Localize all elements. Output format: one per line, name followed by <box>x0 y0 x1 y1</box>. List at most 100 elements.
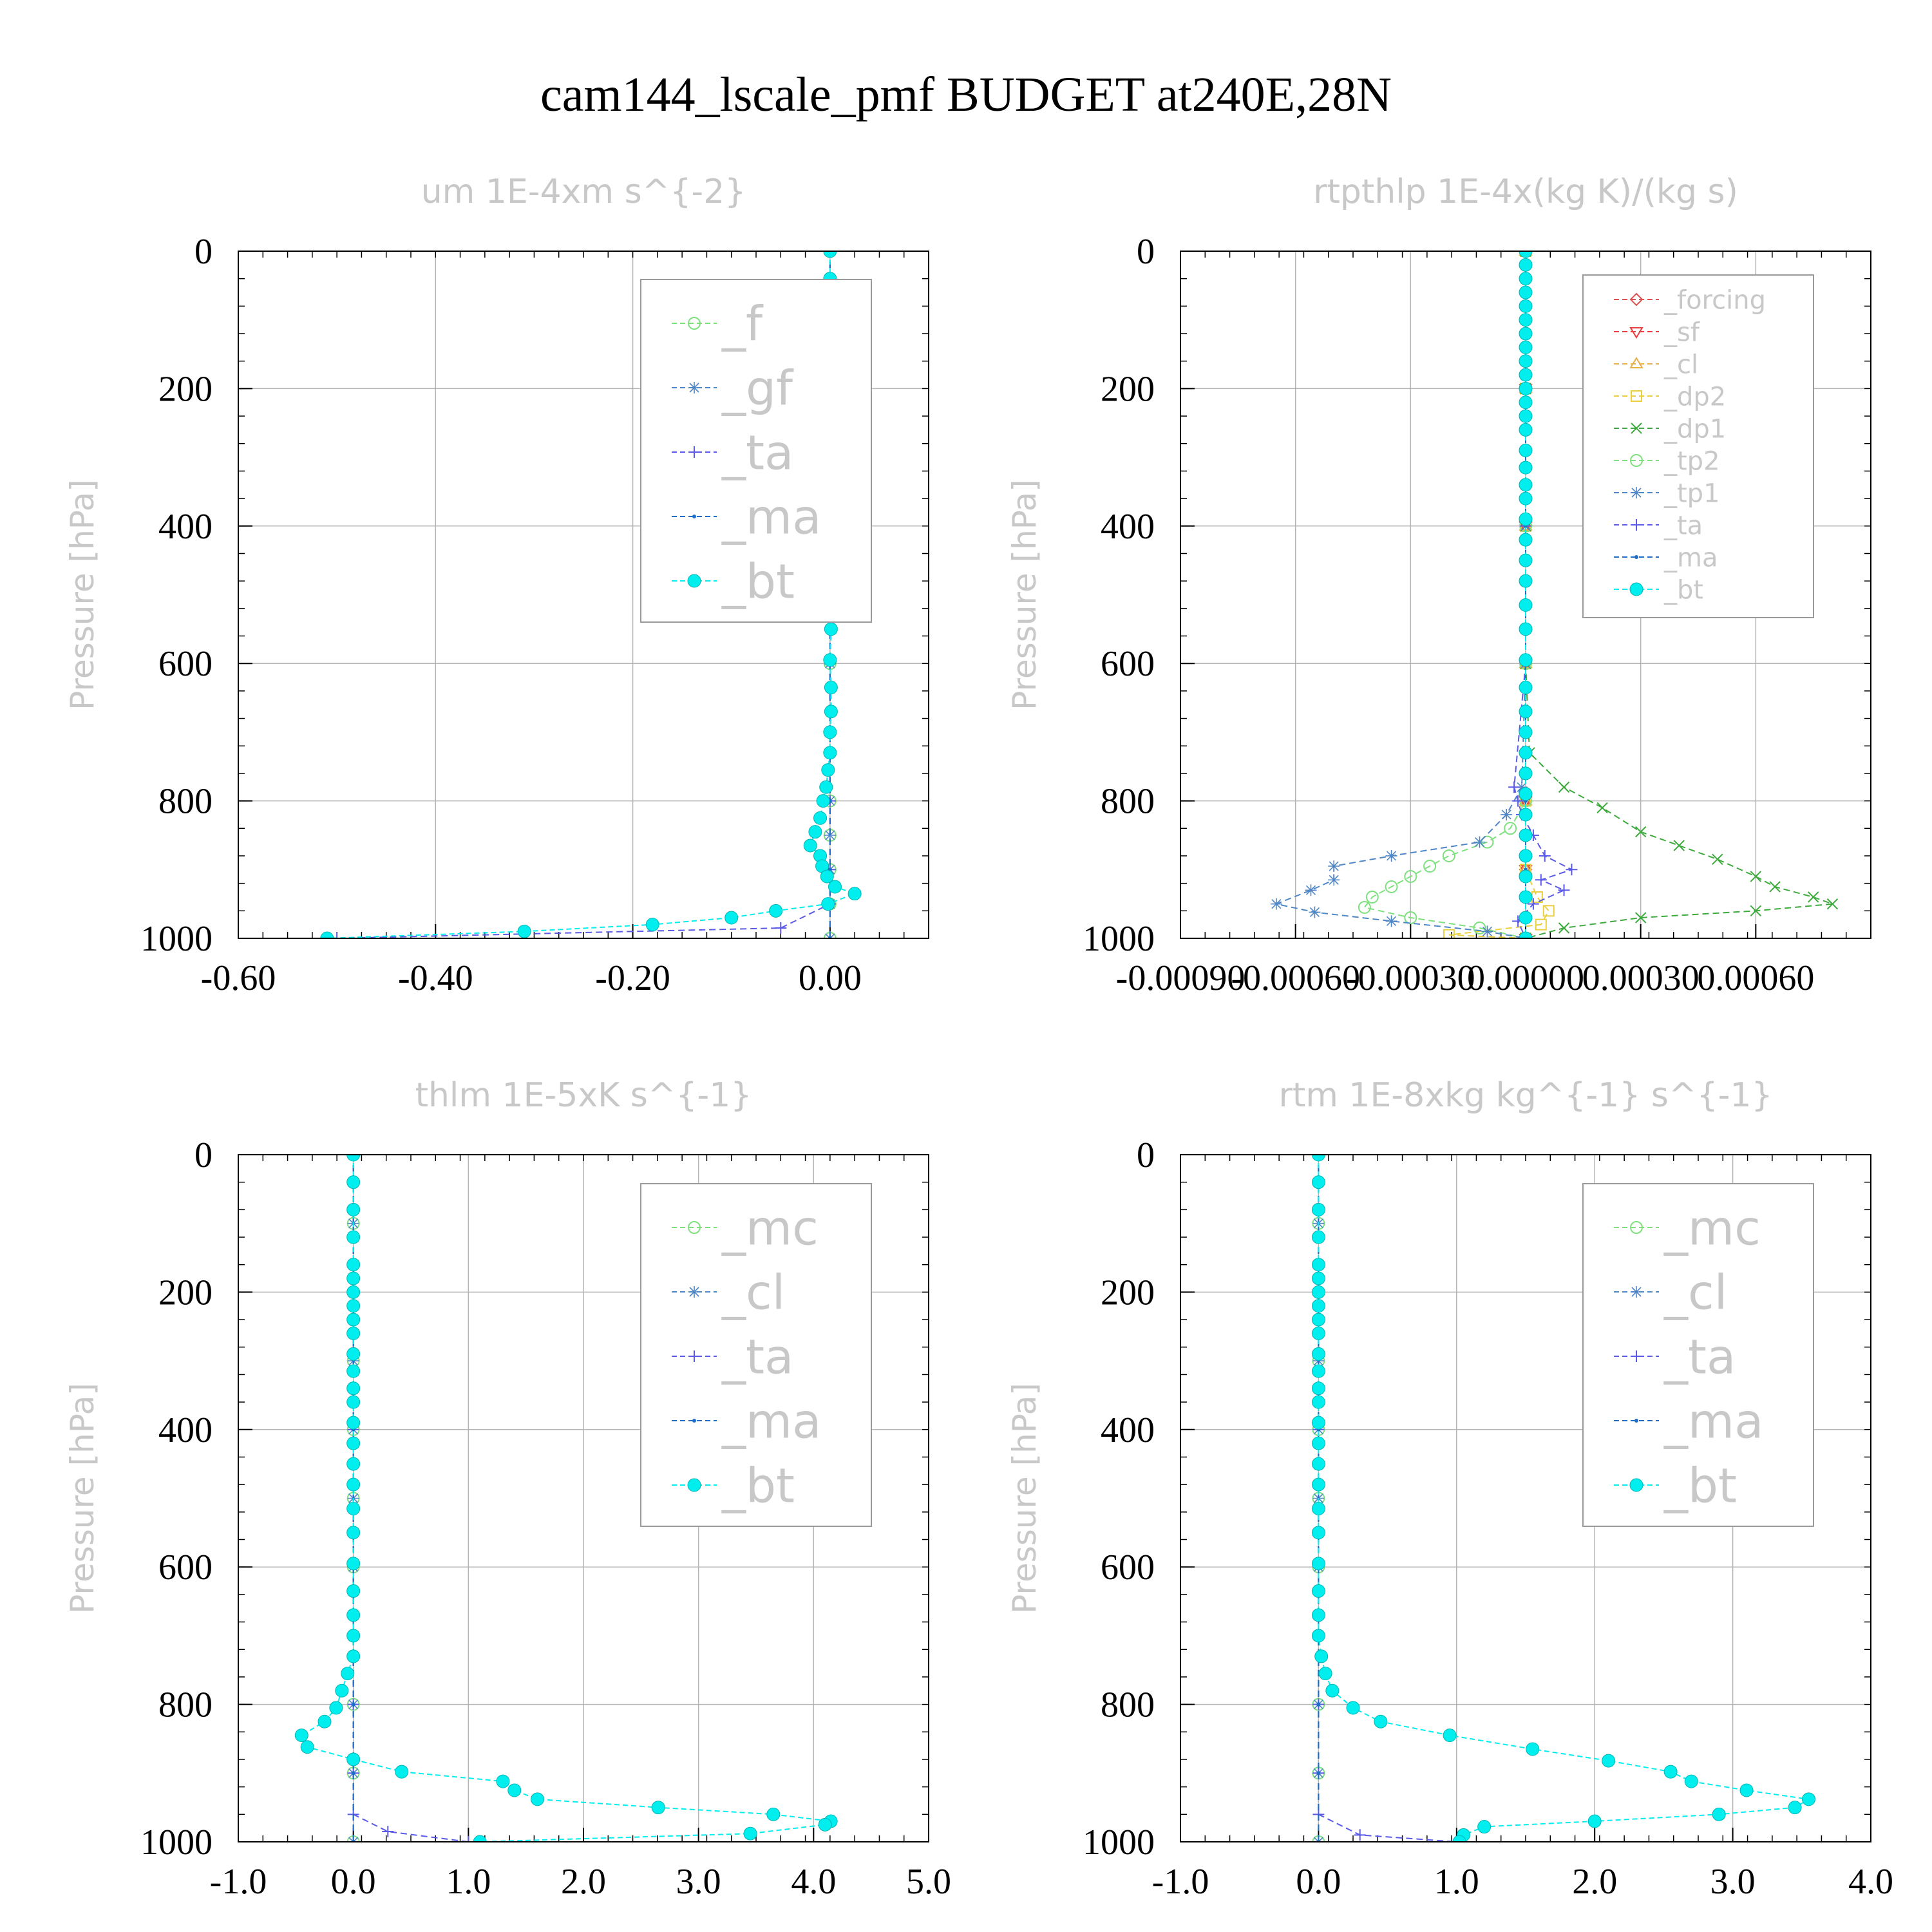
data-point <box>1311 1299 1325 1313</box>
data-point <box>346 1526 361 1540</box>
data-point <box>645 918 659 932</box>
legend-marker <box>1631 422 1642 434</box>
x-tick-label: 5.0 <box>906 1862 951 1902</box>
legend-label: _ma <box>721 1394 821 1450</box>
legend-box <box>1582 1183 1814 1527</box>
x-tick-label: -0.20 <box>595 958 670 998</box>
x-tick-label: -0.40 <box>398 958 473 998</box>
legend-item: _ma <box>672 490 821 545</box>
x-tick-label: 2.0 <box>561 1862 606 1902</box>
panel-1: um 1E-4xm s^{-2} Pressure [hPa] 0 200 400 600… <box>64 173 929 998</box>
data-point <box>1788 1801 1802 1815</box>
legend-item: _tp2 <box>1614 446 1720 476</box>
data-point <box>1519 258 1533 272</box>
y-tick-label: 200 <box>1101 369 1155 409</box>
y-tick-label: 200 <box>158 1273 213 1312</box>
data-point <box>1527 898 1539 910</box>
minor-ticks <box>1180 251 1871 939</box>
legend-marker <box>1630 454 1643 467</box>
data-point <box>1311 1230 1325 1244</box>
series-ta <box>1312 1155 1463 1842</box>
legend: _mc _cl _ta _ma _bt <box>640 1183 872 1527</box>
legend-box <box>640 1183 872 1527</box>
data-point <box>1566 864 1578 876</box>
data-point <box>346 1416 361 1430</box>
data-point <box>346 1584 361 1598</box>
data-point <box>320 931 334 938</box>
data-point <box>1311 1285 1325 1299</box>
legend-item: _mc <box>672 1201 819 1256</box>
data-point <box>823 653 837 667</box>
x-tick-label: -1.0 <box>1152 1862 1209 1902</box>
plot-frame <box>238 1154 929 1842</box>
panel-4: rtm 1E-8xkg kg^{-1} s^{-1} Pressure [hPa]… <box>1006 1076 1893 1902</box>
data-point <box>1477 1820 1492 1834</box>
data-point <box>821 763 835 777</box>
data-point <box>808 825 822 839</box>
legend-marker <box>1629 327 1643 339</box>
data-point <box>1311 1608 1325 1622</box>
legend-marker <box>1629 292 1643 307</box>
data-point <box>300 1740 314 1754</box>
data-point <box>1519 681 1533 695</box>
data-point <box>346 1395 361 1409</box>
data-point <box>1473 921 1486 934</box>
legend-item: _ta <box>1614 1330 1736 1385</box>
legend-item: _ta <box>672 1330 793 1385</box>
data-point <box>1739 1783 1754 1797</box>
x-tick-label: 0.0 <box>1296 1862 1341 1902</box>
data-point <box>1519 705 1533 719</box>
data-point <box>1311 1258 1325 1272</box>
data-point <box>1558 781 1570 793</box>
data-point <box>346 1155 361 1162</box>
data-point <box>766 1807 781 1821</box>
data-point <box>823 251 837 258</box>
legend: _forcing_sf _cl _dp2_dp1_tp2_tp1 _ta _ma_bt <box>1582 274 1814 618</box>
data-point <box>346 1202 361 1217</box>
data-point <box>828 880 842 894</box>
legend-marker <box>1631 1286 1642 1298</box>
legend-marker <box>688 1286 700 1298</box>
data-point <box>1519 911 1533 925</box>
data-point <box>823 746 837 760</box>
legend-item: _mc <box>1614 1201 1761 1256</box>
legend-item: _bt <box>672 554 795 610</box>
legend-box <box>640 279 872 623</box>
data-point <box>1311 1629 1325 1643</box>
data-point <box>1712 1807 1726 1821</box>
data-point <box>824 681 838 695</box>
data-point <box>1526 1742 1540 1756</box>
data-point <box>351 1771 355 1776</box>
data-point <box>1442 849 1455 862</box>
data-point <box>651 1801 665 1815</box>
legend-marker <box>688 382 700 393</box>
legend-label: _forcing <box>1663 285 1766 315</box>
data-point <box>824 829 836 841</box>
data-point <box>1374 1714 1388 1728</box>
data-point <box>1519 849 1533 863</box>
data-point <box>294 1728 308 1743</box>
legend-item: _cl <box>1614 1265 1727 1321</box>
y-axis-label: Pressure [hPa] <box>1006 1383 1043 1614</box>
data-point <box>1311 1395 1325 1409</box>
data-point <box>1519 491 1533 506</box>
data-point <box>346 1285 361 1299</box>
data-point <box>1311 1202 1325 1217</box>
legend-item: _cl <box>672 1265 785 1321</box>
series-line <box>1274 251 1526 938</box>
data-point <box>1519 653 1533 667</box>
data-point <box>1519 251 1533 258</box>
y-tick-label: 200 <box>158 369 213 409</box>
legend-marker <box>1631 390 1642 402</box>
data-point <box>346 1436 361 1450</box>
y-tick-label: 800 <box>1101 782 1155 822</box>
legend-label: _ma <box>1663 543 1718 573</box>
data-point <box>824 705 838 719</box>
y-tick-label: 800 <box>1101 1685 1155 1725</box>
data-point <box>1673 840 1685 851</box>
legend-marker <box>1629 357 1643 368</box>
data-point <box>1539 849 1551 862</box>
data-point <box>743 1826 757 1841</box>
data-point <box>1750 871 1762 882</box>
